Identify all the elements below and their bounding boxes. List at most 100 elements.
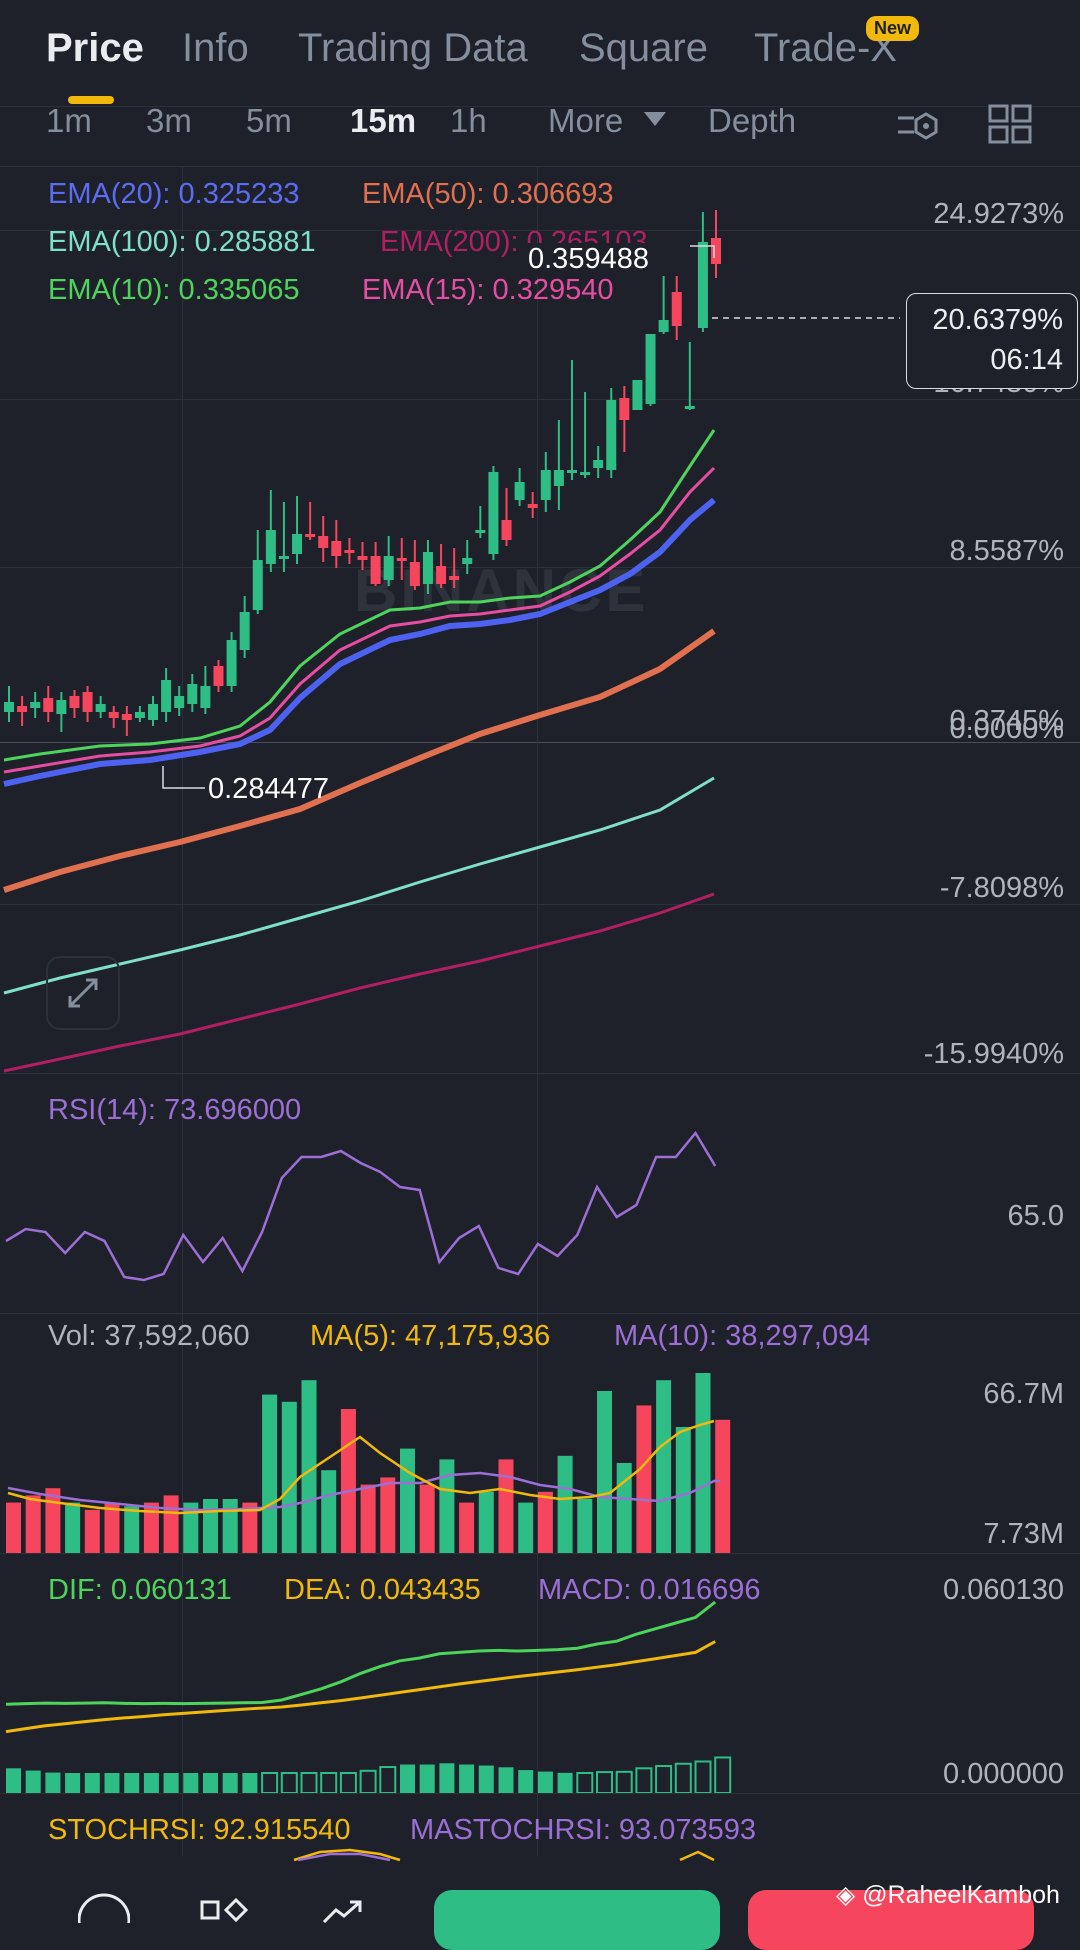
price-axis-label: 8.5587% (949, 535, 1065, 567)
buy-button[interactable] (434, 1890, 720, 1950)
timeframe-1m[interactable]: 1m (46, 102, 92, 139)
divider (0, 106, 1080, 107)
fullscreen-button[interactable] (46, 956, 120, 1030)
candle-body (56, 700, 67, 714)
timeframe-15m[interactable]: 15m (350, 102, 417, 139)
candlestick-chart[interactable] (0, 166, 1080, 1076)
volume-bar (124, 1506, 140, 1553)
candle-body (527, 504, 538, 508)
more-icon[interactable] (78, 1892, 130, 1923)
legend-ema20: EMA(20): 0.325233 (48, 178, 300, 210)
tab-price[interactable]: Price (46, 26, 144, 70)
macd-histogram-bar (537, 1771, 553, 1793)
macd-chart[interactable] (0, 1553, 1080, 1793)
candle-body (174, 696, 185, 708)
grid-line (0, 567, 1080, 568)
ema15-line (3, 466, 716, 774)
timeframe-more[interactable]: More (548, 102, 624, 139)
macd-histogram-bar (635, 1767, 653, 1793)
macd-histogram-bar (45, 1772, 61, 1793)
candle-body (252, 560, 263, 610)
volume-bar (301, 1380, 317, 1553)
candle-body (200, 686, 211, 708)
volume-bar (203, 1499, 218, 1553)
volume-bar (498, 1459, 514, 1553)
macd-histogram-bar (655, 1765, 673, 1793)
candle-body (697, 242, 708, 328)
tab-info[interactable]: Info (182, 26, 249, 70)
volume-bar (84, 1509, 100, 1553)
candle-body (593, 460, 604, 468)
macd-dea-line (5, 1640, 716, 1734)
volume-axis-label: 66.7M (983, 1378, 1064, 1410)
legend-ema10: EMA(10): 0.335065 (48, 274, 300, 306)
macd-histogram-bar (242, 1773, 258, 1793)
volume-legend: Vol: 37,592,060 (48, 1320, 250, 1352)
volume-bar (360, 1484, 376, 1553)
rsi-legend: RSI(14): 73.696000 (48, 1094, 302, 1126)
volume-bar (262, 1394, 278, 1553)
volume-bar (281, 1401, 297, 1553)
candle-body (684, 406, 695, 409)
candle-body (344, 550, 355, 553)
candle-body (134, 712, 145, 718)
volume-bar (597, 1391, 612, 1553)
volume-bar (518, 1502, 534, 1553)
templates-icon[interactable] (200, 1898, 252, 1923)
ema200-line (3, 892, 715, 1073)
tab-square[interactable]: Square (579, 26, 708, 70)
macd-histogram-bar (143, 1773, 159, 1793)
candle-body (82, 692, 93, 712)
candle-body (370, 556, 381, 584)
candle-body (95, 704, 106, 712)
candle-body (475, 530, 486, 533)
candle-body (645, 334, 656, 404)
volume-bar (557, 1455, 573, 1553)
timeframe-1h[interactable]: 1h (450, 102, 487, 139)
legend-ema50: EMA(50): 0.306693 (362, 178, 614, 210)
macd-histogram-legend: MACD: 0.016696 (538, 1574, 761, 1606)
legend-ema100: EMA(100): 0.285881 (48, 226, 316, 258)
current-price-tag: 20.6379% 06:14 (906, 293, 1078, 389)
candle-body (278, 556, 289, 559)
divider (0, 1793, 1080, 1794)
grid-line (0, 399, 1080, 400)
macd-histogram-bar (359, 1769, 377, 1793)
macd-histogram-bar (339, 1772, 357, 1793)
volume-bar (537, 1491, 553, 1553)
share-icon[interactable] (320, 1898, 372, 1923)
candle-body (449, 576, 460, 580)
volume-bar (675, 1427, 691, 1553)
candle-body (121, 714, 132, 720)
rsi-line (5, 1130, 717, 1282)
candle-body (239, 612, 250, 650)
macd-histogram-bar (419, 1764, 435, 1793)
volume-ma10-legend: MA(10): 38,297,094 (614, 1320, 871, 1352)
macd-dif-line (5, 1600, 717, 1706)
grid-line (0, 1073, 1080, 1074)
macd-histogram-bar (300, 1772, 318, 1793)
volume-chart[interactable] (0, 1313, 1080, 1553)
candle-body (331, 541, 342, 556)
macd-histogram-bar (6, 1768, 21, 1793)
candle-body (436, 566, 447, 584)
volume-bar (439, 1459, 455, 1553)
timeframe-5m[interactable]: 5m (246, 102, 292, 139)
volume-bar (104, 1502, 120, 1553)
macd-histogram-bar (576, 1772, 594, 1793)
ema50-line (3, 628, 716, 893)
binance-logo-icon: ◈ (836, 1881, 856, 1909)
timeframe-depth[interactable]: Depth (708, 102, 797, 139)
price-axis-label: -15.9940% (923, 1038, 1064, 1070)
volume-bar (419, 1484, 435, 1553)
timeframe-3m[interactable]: 3m (146, 102, 192, 139)
rsi-chart[interactable] (0, 1073, 1080, 1313)
indicator-settings-icon[interactable] (896, 108, 940, 144)
volume-bar (577, 1499, 593, 1553)
tab-trading-data[interactable]: Trading Data (298, 26, 528, 70)
low-label-leader (162, 766, 205, 789)
macd-histogram-bar (320, 1772, 338, 1793)
price-axis-label: 0.0000% (949, 713, 1065, 745)
macd-dif-legend: DIF: 0.060131 (48, 1574, 232, 1606)
layout-grid-icon[interactable] (988, 104, 1032, 144)
